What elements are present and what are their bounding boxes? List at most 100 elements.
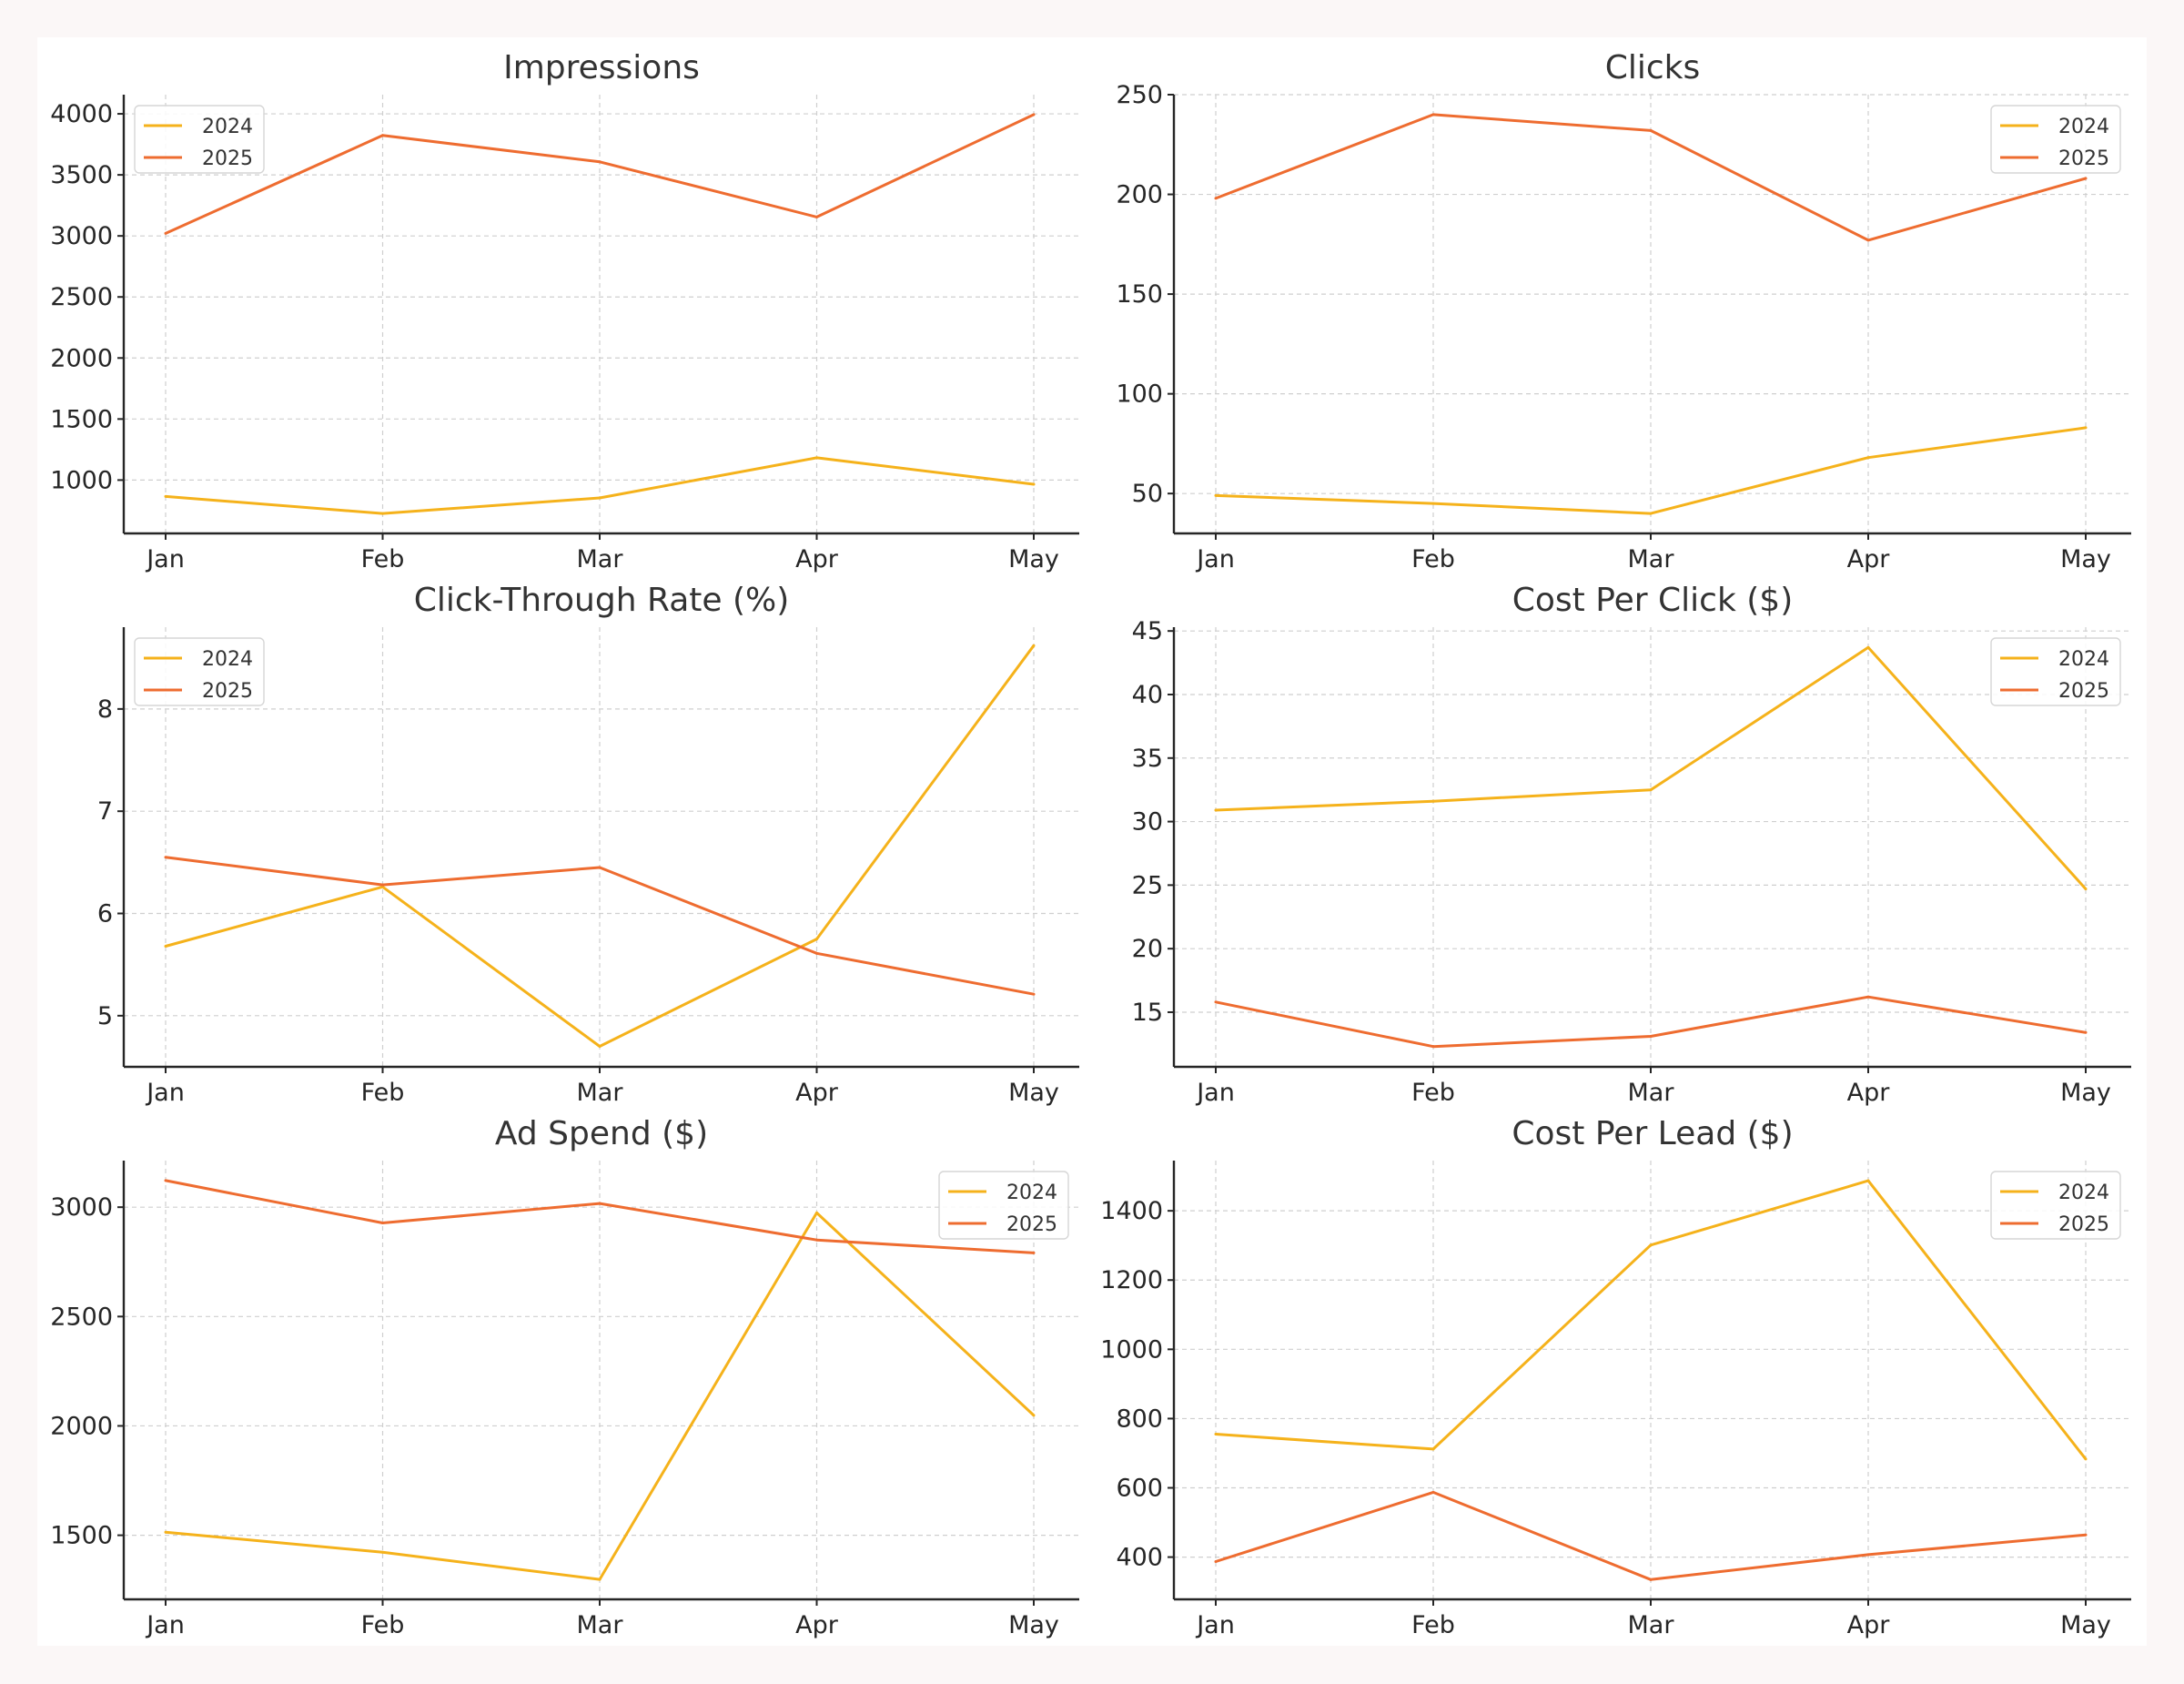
x-tick-label: Feb	[361, 1079, 405, 1107]
x-tick-label: Apr	[795, 1079, 839, 1107]
legend-label: 2024	[2058, 1182, 2109, 1204]
legend: 2024 2025	[134, 637, 265, 706]
x-tick-label: Apr	[1847, 545, 1891, 573]
legend-label: 2025	[202, 680, 253, 703]
x-tick-label: Apr	[1847, 1611, 1891, 1639]
legend-label: 2025	[1006, 1213, 1057, 1236]
data-point	[381, 1221, 384, 1224]
x-tick-label: Mar	[1628, 1611, 1675, 1639]
data-point	[1214, 1560, 1218, 1564]
legend-label: 2025	[2058, 680, 2109, 703]
data-point	[815, 938, 818, 941]
x-tick-label: Mar	[577, 1079, 624, 1107]
x-tick-label: Jan	[145, 1611, 185, 1639]
legend-label: 2024	[2058, 116, 2109, 138]
data-point	[1866, 1179, 1870, 1182]
chart-clicks: Clicks 50 100 150 200 250 Jan Feb Mar Apr May 2024…	[1116, 49, 2131, 573]
data-point	[1214, 1433, 1218, 1436]
x-tick-label: Apr	[795, 545, 839, 573]
x-tick-label: Feb	[1411, 1079, 1455, 1107]
data-point	[598, 160, 602, 164]
series-2025	[1214, 113, 2088, 242]
data-point	[598, 866, 602, 869]
data-point	[381, 885, 384, 888]
data-point	[1431, 502, 1435, 505]
figure-panel	[37, 37, 2147, 1646]
data-point	[598, 496, 602, 500]
data-point	[1214, 197, 1218, 200]
data-point	[164, 494, 167, 498]
data-point	[598, 1045, 602, 1049]
data-point	[1866, 645, 1870, 649]
data-point	[1032, 992, 1036, 996]
x-tick-label: Apr	[1847, 1079, 1891, 1107]
y-tick-label: 8	[97, 695, 113, 724]
y-tick-label: 100	[1116, 380, 1163, 409]
gridlines	[1174, 1161, 2131, 1599]
x-tick-label: Jan	[145, 545, 185, 573]
series-2025	[1214, 995, 2088, 1049]
y-tick-label: 800	[1116, 1405, 1163, 1433]
y-tick-label: 1500	[50, 405, 113, 433]
chart-title: Clicks	[1605, 49, 1701, 86]
y-tick-label: 2000	[50, 344, 113, 372]
data-point	[1649, 1577, 1653, 1581]
gridlines	[1174, 627, 2131, 1067]
legend: 2024 2025	[1990, 105, 2121, 174]
y-tick-label: 400	[1116, 1544, 1163, 1572]
y-tick-label: 25	[1132, 871, 1163, 899]
x-tick-label: Feb	[1411, 1611, 1455, 1639]
data-point	[1032, 482, 1036, 486]
chart-title: Impressions	[503, 49, 700, 86]
data-point	[381, 512, 384, 515]
data-point	[1431, 1490, 1435, 1494]
chart-title: Cost Per Click ($)	[1512, 582, 1794, 619]
y-tick-label: 3500	[50, 161, 113, 189]
gridlines	[124, 95, 1079, 533]
data-point	[1649, 512, 1653, 515]
data-point	[1431, 113, 1435, 117]
y-tick-label: 3000	[50, 222, 113, 250]
x-tick-label: Mar	[577, 1611, 624, 1639]
legend: 2024 2025	[1990, 637, 2121, 706]
data-point	[164, 1530, 167, 1534]
data-point	[1866, 456, 1870, 460]
x-tick-label: May	[1008, 1079, 1059, 1107]
x-tick-label: Jan	[1195, 1611, 1235, 1639]
legend-label: 2025	[202, 147, 253, 170]
y-tick-label: 5	[97, 1002, 113, 1030]
legend-label: 2024	[202, 648, 253, 671]
legend-label: 2025	[2058, 1213, 2109, 1236]
data-point	[2084, 177, 2088, 180]
data-point	[598, 1202, 602, 1205]
legend: 2024 2025	[938, 1171, 1069, 1240]
y-tick-label: 150	[1116, 280, 1163, 309]
x-tick-label: Mar	[577, 545, 624, 573]
data-point	[2084, 888, 2088, 891]
series-2024	[164, 644, 1036, 1049]
series-2024	[164, 1211, 1036, 1581]
series-2024	[1214, 645, 2088, 891]
data-point	[381, 883, 384, 887]
y-tick-label: 4000	[50, 100, 113, 128]
series-2025	[164, 856, 1036, 996]
y-tick-label: 200	[1116, 181, 1163, 209]
legend-label: 2024	[202, 116, 253, 138]
y-tick-label: 7	[97, 797, 113, 826]
x-tick-label: Jan	[145, 1079, 185, 1107]
gridlines	[124, 1161, 1079, 1599]
data-point	[2084, 1533, 2088, 1537]
data-point	[1649, 788, 1653, 792]
data-point	[164, 944, 167, 948]
y-tick-label: 40	[1132, 681, 1163, 709]
data-point	[164, 1179, 167, 1182]
y-tick-label: 250	[1116, 81, 1163, 109]
series-2024	[1214, 426, 2088, 515]
x-tick-label: Jan	[1195, 545, 1235, 573]
x-tick-label: Mar	[1628, 545, 1675, 573]
x-tick-label: May	[1008, 1611, 1059, 1639]
y-tick-label: 45	[1132, 617, 1163, 645]
data-point	[815, 1238, 818, 1242]
y-tick-label: 35	[1132, 745, 1163, 773]
